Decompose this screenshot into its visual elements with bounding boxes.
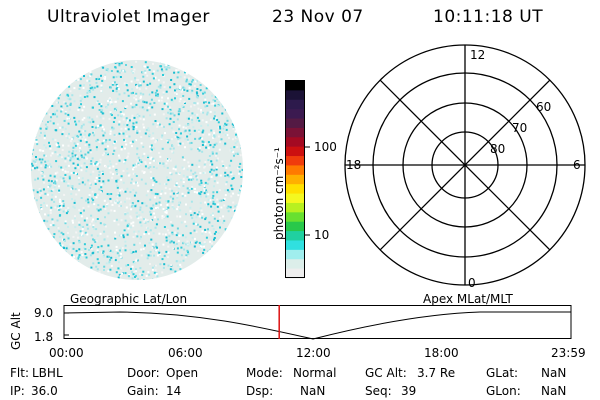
instrument-title: Ultraviolet Imager <box>47 7 210 27</box>
colorbar-stripe <box>286 174 304 185</box>
imager-disc <box>31 60 243 280</box>
colorbar-stripe <box>286 90 304 101</box>
polar-label-left: 18 <box>346 158 361 172</box>
polar-diagonal-2 <box>379 79 551 251</box>
colorbar-stripe <box>286 118 304 129</box>
geographic-caption: Geographic Lat/Lon <box>70 292 188 306</box>
colorbar-stripe <box>286 127 304 138</box>
time-tick-0000: 00:00 <box>49 346 84 360</box>
ip-label: IP: <box>10 384 25 398</box>
flt-label: Flt: <box>10 366 29 380</box>
colorbar <box>285 80 310 279</box>
glat-label: GLat: <box>486 366 519 380</box>
altitude-curve <box>63 311 571 340</box>
colorbar-tick-label-10: 10 <box>314 228 330 242</box>
colorbar-stripe <box>286 212 304 223</box>
glat-value: NaN <box>541 366 567 380</box>
seq-value: 39 <box>401 384 417 398</box>
door-label: Door: <box>127 366 160 380</box>
gc-alt-label: GC Alt: <box>365 366 407 380</box>
colorbar-frame <box>285 80 305 278</box>
glon-label: GLon: <box>486 384 521 398</box>
polar-label-right: 6 <box>573 158 581 172</box>
colorbar-stripe <box>286 193 304 204</box>
polar-label-60: 60 <box>536 100 551 114</box>
colorbar-stripe <box>286 99 304 110</box>
polar-label-top: 12 <box>470 48 485 62</box>
colorbar-stripe <box>286 268 304 279</box>
colorbar-stripe <box>286 231 304 242</box>
polar-grid: 12 0 18 6 60 70 80 <box>344 44 586 290</box>
gain-label: Gain: <box>127 384 159 398</box>
colorbar-stripe <box>286 221 304 232</box>
colorbar-tick-label-100: 100 <box>314 140 337 154</box>
colorbar-stripe <box>286 202 304 213</box>
date-label: 23 Nov 07 <box>272 7 364 27</box>
mode-label: Mode: <box>246 366 283 380</box>
colorbar-stripe <box>286 259 304 270</box>
colorbar-stripe <box>286 109 304 120</box>
gc-alt-tick-9: 9.0 <box>34 306 54 320</box>
gc-alt-value: 3.7 Re <box>417 366 456 380</box>
altitude-timeline <box>63 305 572 340</box>
time-tick-1800: 18:00 <box>424 346 459 360</box>
colorbar-unit-label: photon cm⁻²s⁻¹ <box>272 147 286 240</box>
time-tick-1200: 12:00 <box>296 346 331 360</box>
time-tick-2359: 23:59 <box>551 346 586 360</box>
mode-value: Normal <box>293 366 337 380</box>
apex-caption: Apex MLat/MLT <box>423 292 513 306</box>
timeline-frame <box>63 305 572 339</box>
ip-value: 36.0 <box>31 384 58 398</box>
colorbar-stripe <box>286 81 304 91</box>
dsp-value: NaN <box>300 384 326 398</box>
colorbar-stripe <box>286 240 304 251</box>
glon-value: NaN <box>541 384 567 398</box>
colorbar-stripe <box>286 137 304 148</box>
colorbar-stripe <box>286 165 304 176</box>
disc-background <box>31 60 243 280</box>
polar-label-70: 70 <box>512 121 527 135</box>
colorbar-stripe <box>286 146 304 157</box>
gc-alt-axis-label: GC Alt <box>9 312 23 350</box>
flt-value: LBHL <box>32 366 63 380</box>
time-tick-0600: 06:00 <box>168 346 203 360</box>
polar-label-bottom: 0 <box>468 276 476 290</box>
gc-alt-tick-1-8: 1.8 <box>34 330 54 344</box>
seq-label: Seq: <box>365 384 392 398</box>
colorbar-stripe <box>286 249 304 260</box>
time-label: 10:11:18 UT <box>433 7 544 27</box>
door-value: Open <box>166 366 199 380</box>
colorbar-stripe <box>286 184 304 195</box>
polar-label-80: 80 <box>490 142 505 156</box>
dsp-label: Dsp: <box>246 384 274 398</box>
colorbar-stripe <box>286 156 304 167</box>
gain-value: 14 <box>166 384 182 398</box>
